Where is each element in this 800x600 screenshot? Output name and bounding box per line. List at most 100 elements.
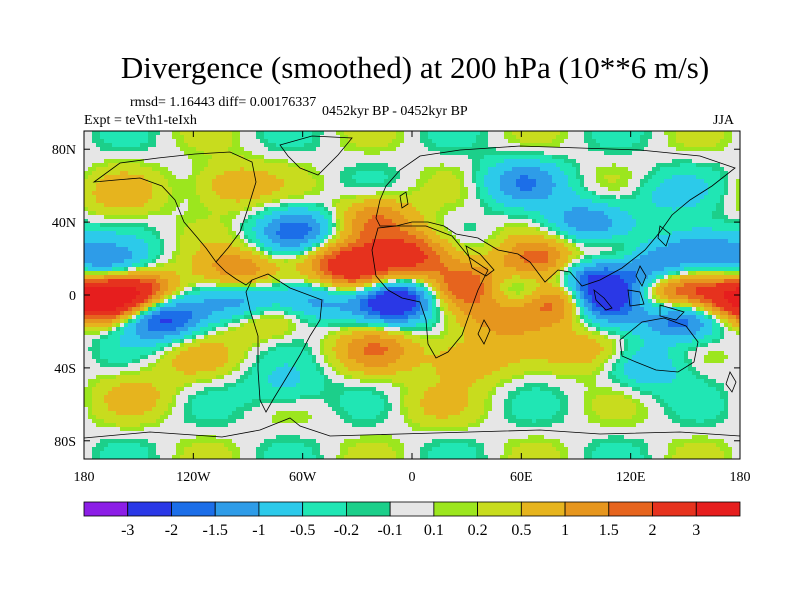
field-cell <box>356 191 361 196</box>
field-cell <box>336 159 341 164</box>
field-cell <box>140 175 145 180</box>
field-cell <box>728 171 733 176</box>
field-cell <box>360 239 365 244</box>
field-cell <box>396 243 401 248</box>
field-cell <box>196 251 201 256</box>
field-cell <box>416 219 421 224</box>
field-cell <box>596 215 601 220</box>
field-cell <box>604 203 609 208</box>
field-cell <box>140 151 145 156</box>
field-cell <box>84 143 89 148</box>
field-cell <box>208 223 213 228</box>
field-cell <box>212 171 217 176</box>
field-cell <box>172 143 177 148</box>
field-cell <box>656 231 661 236</box>
field-cell <box>700 243 705 248</box>
field-cell <box>108 139 113 144</box>
field-cell <box>600 191 605 196</box>
field-cell <box>384 159 389 164</box>
field-cell <box>308 207 313 212</box>
field-cell <box>380 143 385 148</box>
field-cell <box>544 171 549 176</box>
field-cell <box>220 235 225 240</box>
field-cell <box>332 147 337 152</box>
field-cell <box>700 131 705 136</box>
field-cell <box>724 135 729 140</box>
field-cell <box>532 239 537 244</box>
field-cell <box>388 243 393 248</box>
field-cell <box>344 195 349 200</box>
field-cell <box>192 227 197 232</box>
field-cell <box>368 235 373 240</box>
field-cell <box>252 163 257 168</box>
field-cell <box>664 183 669 188</box>
field-cell <box>292 223 297 228</box>
field-cell <box>504 207 509 212</box>
field-cell <box>84 179 89 184</box>
field-cell <box>304 131 309 136</box>
field-cell <box>200 183 205 188</box>
field-cell <box>236 171 241 176</box>
field-cell <box>440 179 445 184</box>
field-cell <box>352 207 357 212</box>
field-cell <box>180 163 185 168</box>
field-cell <box>652 235 657 240</box>
field-cell <box>228 199 233 204</box>
field-cell <box>424 135 429 140</box>
field-cell <box>576 227 581 232</box>
field-cell <box>276 187 281 192</box>
field-cell <box>112 219 117 224</box>
field-cell <box>152 223 157 228</box>
field-cell <box>628 155 633 160</box>
field-cell <box>484 195 489 200</box>
field-cell <box>348 223 353 228</box>
field-cell <box>144 187 149 192</box>
field-cell <box>396 239 401 244</box>
field-cell <box>128 163 133 168</box>
field-cell <box>276 199 281 204</box>
field-cell <box>184 199 189 204</box>
field-cell <box>192 131 197 136</box>
field-cell <box>576 191 581 196</box>
field-cell <box>156 227 161 232</box>
field-cell <box>208 243 213 248</box>
field-cell <box>408 187 413 192</box>
field-cell <box>112 183 117 188</box>
field-cell <box>508 239 513 244</box>
field-cell <box>224 203 229 208</box>
field-cell <box>344 199 349 204</box>
field-cell <box>128 215 133 220</box>
field-cell <box>624 135 629 140</box>
field-cell <box>380 227 385 232</box>
field-cell <box>296 175 301 180</box>
field-cell <box>284 139 289 144</box>
field-cell <box>108 219 113 224</box>
field-cell <box>676 199 681 204</box>
field-cell <box>252 219 257 224</box>
field-cell <box>548 187 553 192</box>
field-cell <box>88 175 93 180</box>
field-cell <box>132 155 137 160</box>
field-cell <box>204 195 209 200</box>
field-cell <box>412 179 417 184</box>
field-cell <box>88 155 93 160</box>
field-cell <box>328 183 333 188</box>
field-cell <box>408 183 413 188</box>
field-cell <box>496 239 501 244</box>
field-cell <box>440 131 445 136</box>
field-cell <box>548 199 553 204</box>
field-cell <box>160 163 165 168</box>
field-cell <box>240 231 245 236</box>
field-cell <box>624 183 629 188</box>
field-cell <box>704 151 709 156</box>
field-cell <box>428 139 433 144</box>
field-cell <box>620 207 625 212</box>
field-cell <box>468 183 473 188</box>
field-cell <box>204 247 209 252</box>
field-cell <box>164 171 169 176</box>
field-cell <box>364 195 369 200</box>
field-cell <box>336 143 341 148</box>
field-cell <box>680 131 685 136</box>
field-cell <box>88 183 93 188</box>
field-cell <box>356 207 361 212</box>
